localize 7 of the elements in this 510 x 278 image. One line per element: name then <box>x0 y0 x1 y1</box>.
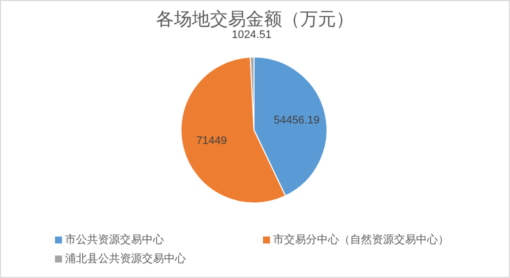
legend-label: 浦北县公共资源交易中心 <box>65 252 186 265</box>
chart-title: 各场地交易金额（万元） <box>156 9 354 29</box>
data-label: 71449 <box>196 134 227 147</box>
legend-label: 市公共资源交易中心 <box>65 233 164 246</box>
data-label: 1024.51 <box>232 29 272 42</box>
legend-label: 市交易分中心（自然资源交易中心） <box>273 233 449 246</box>
data-label: 54456.19 <box>274 114 320 126</box>
